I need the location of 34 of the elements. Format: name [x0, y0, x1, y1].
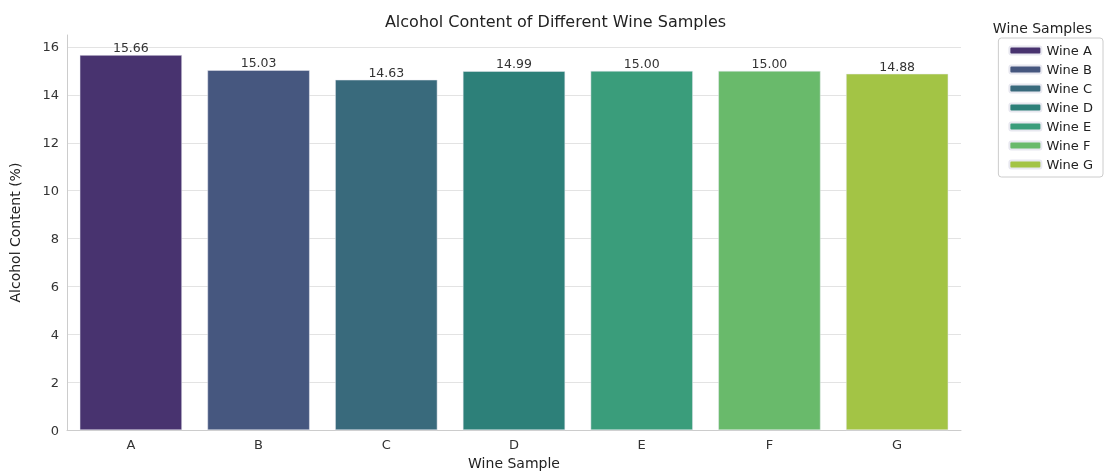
legend-label: Wine C: [1046, 81, 1093, 96]
y-tick-label: 12: [42, 135, 59, 151]
y-tick-label: 2: [50, 374, 59, 390]
legend-label: Wine G: [1046, 157, 1093, 172]
legend-label: Wine F: [1046, 138, 1091, 153]
y-tick-label: 14: [42, 87, 59, 103]
y-axis-title: Alcohol Content (%): [7, 162, 23, 303]
data-label: 15.03: [240, 55, 277, 71]
y-tick-label: 8: [50, 231, 59, 247]
x-tick-label: E: [637, 437, 646, 453]
legend-label: Wine E: [1046, 119, 1092, 134]
x-tick-label: G: [892, 437, 903, 453]
legend-label: Wine D: [1046, 100, 1093, 115]
data-label: 15.66: [112, 40, 149, 56]
data-label: 15.00: [751, 55, 788, 71]
data-label: 14.63: [368, 64, 405, 80]
x-tick-label: A: [126, 437, 136, 453]
y-tick-label: 0: [50, 422, 59, 438]
data-label: 14.88: [879, 58, 916, 74]
y-tick-label: 4: [50, 326, 59, 342]
legend-label: Wine A: [1046, 43, 1092, 58]
data-label: 15.00: [623, 55, 660, 71]
x-tick-label: F: [765, 437, 774, 453]
x-tick-label: B: [254, 437, 264, 453]
legend-title: Wine Samples: [992, 20, 1093, 36]
chart-title: Alcohol Content of Different Wine Samples: [384, 11, 727, 31]
x-axis-title: Wine Sample: [468, 455, 560, 471]
x-tick-label: C: [381, 437, 391, 453]
legend-label: Wine B: [1046, 62, 1092, 77]
y-tick-label: 10: [42, 183, 59, 199]
y-tick-label: 16: [42, 39, 59, 55]
data-label: 14.99: [496, 56, 532, 72]
y-tick-label: 6: [50, 278, 59, 294]
x-tick-label: D: [508, 437, 520, 453]
